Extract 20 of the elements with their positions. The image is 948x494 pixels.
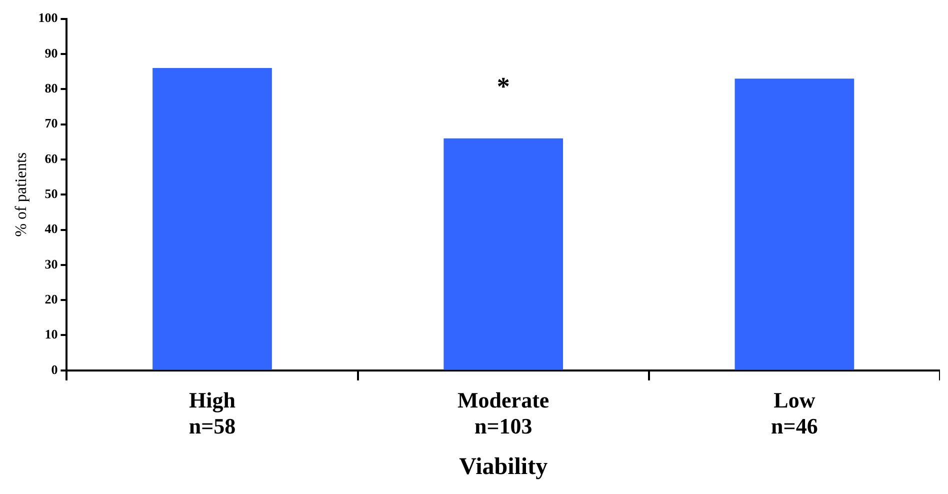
annotation: * xyxy=(496,72,510,102)
y-tick-label: 80 xyxy=(44,80,58,96)
y-tick-label: 100 xyxy=(38,10,58,26)
y-tick-label: 20 xyxy=(44,291,58,306)
y-tick-label: 90 xyxy=(44,45,58,60)
bar xyxy=(152,68,272,370)
y-axis-title: % of patients xyxy=(12,152,30,237)
x-tick-label: Moderate n=103 xyxy=(458,387,550,439)
x-tick-label: Low n=46 xyxy=(771,387,818,439)
x-tick-label: High n=58 xyxy=(188,387,236,439)
y-tick-label: 50 xyxy=(44,186,58,201)
x-axis-title: Viability xyxy=(459,454,548,480)
bar xyxy=(734,78,854,370)
y-tick-label: 60 xyxy=(44,150,58,166)
y-tick-label: 70 xyxy=(44,116,58,131)
y-tick-label: 40 xyxy=(44,221,58,236)
y-tick-label: 30 xyxy=(44,256,58,272)
y-tick-label: 0 xyxy=(51,362,58,377)
bar xyxy=(444,138,564,370)
y-tick-label: 10 xyxy=(44,326,58,342)
